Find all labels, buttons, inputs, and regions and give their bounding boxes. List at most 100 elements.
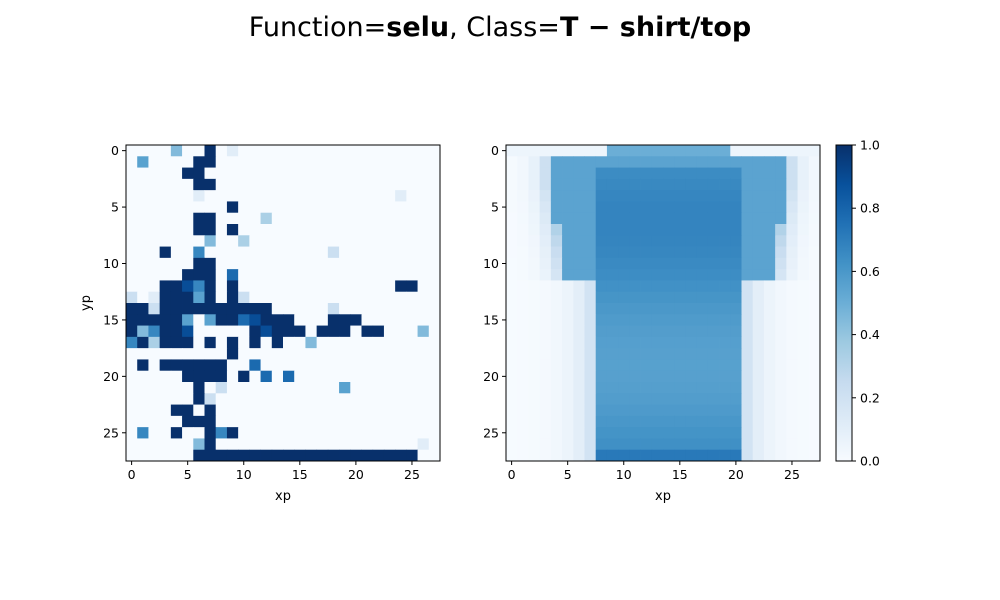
right-heatmap-cell xyxy=(763,336,776,349)
left-heatmap-cell xyxy=(215,314,228,326)
left-heatmap-cell xyxy=(395,382,407,394)
left-heatmap-cell xyxy=(294,201,306,214)
left-heatmap-cell xyxy=(193,382,205,394)
left-heatmap-cell xyxy=(126,427,138,439)
right-heatmap-cell xyxy=(707,156,720,168)
left-heatmap-cell xyxy=(215,291,228,304)
left-heatmap-cell xyxy=(249,404,261,417)
left-heatmap-cell xyxy=(283,382,295,394)
right-heatmap-cell xyxy=(606,314,619,326)
right-heatmap-cell xyxy=(629,235,641,247)
left-heatmap-cell xyxy=(159,382,172,394)
left-heatmap-cell xyxy=(238,178,250,191)
right-heatmap-cell xyxy=(763,257,776,270)
right-heatmap-cell xyxy=(506,325,518,338)
right-heatmap-cell xyxy=(550,449,563,462)
left-heatmap-cell xyxy=(283,246,295,259)
right-heatmap-cell xyxy=(663,190,675,202)
right-heatmap-cell xyxy=(775,404,787,417)
left-heatmap-cell xyxy=(395,280,407,293)
right-heatmap-cell xyxy=(752,212,765,225)
right-heatmap-cell xyxy=(584,201,597,214)
right-heatmap-cell xyxy=(808,291,821,304)
left-heatmap-cell xyxy=(383,201,396,214)
right-heatmap-cell xyxy=(562,246,574,259)
left-heatmap-cell xyxy=(137,235,149,247)
left-heatmap-cell xyxy=(283,212,295,225)
left-heatmap-cell xyxy=(159,314,172,326)
left-heatmap-cell xyxy=(193,257,205,270)
left-heatmap-cell xyxy=(249,190,261,202)
colorbar: 0.00.20.40.60.81.0 xyxy=(835,138,880,469)
left-heatmap-frame xyxy=(125,144,441,462)
left-heatmap-cell xyxy=(383,178,396,191)
right-heatmap-cell xyxy=(640,359,653,372)
left-heatmap-cell xyxy=(395,336,407,349)
left-heatmap-cell xyxy=(260,303,273,315)
right-heatmap-cell xyxy=(573,167,585,180)
left-heatmap-cell xyxy=(395,314,407,326)
left-heatmap-cell xyxy=(361,235,374,247)
left-heatmap-cell xyxy=(283,393,295,405)
right-heatmap-cell xyxy=(640,314,653,326)
right-heatmap-cell xyxy=(741,280,754,293)
left-heatmap-cell xyxy=(260,156,273,168)
right-heatmap-cell xyxy=(752,359,765,372)
left-heatmap-cell xyxy=(182,156,194,168)
left-heatmap-cell xyxy=(327,404,340,417)
left-heatmap-cell xyxy=(305,303,318,315)
left-heatmap-cell xyxy=(159,212,172,225)
right-heatmap-cell xyxy=(707,201,720,214)
left-heatmap-cell xyxy=(204,415,217,428)
left-heatmap-cell xyxy=(294,246,306,259)
right-heatmap-cell xyxy=(741,449,754,462)
right-heatmap-cell xyxy=(674,427,686,439)
right-heatmap-cell xyxy=(763,449,776,462)
x-tick-label: 20 xyxy=(348,467,364,482)
left-heatmap-cell xyxy=(361,257,374,270)
right-heatmap-cell xyxy=(629,370,641,383)
left-heatmap-cell xyxy=(215,438,228,451)
right-heatmap-cell xyxy=(550,201,563,214)
left-heatmap-cell xyxy=(350,404,362,417)
right-heatmap-cell xyxy=(618,212,630,225)
right-heatmap-cell xyxy=(741,303,754,315)
left-heatmap-cell xyxy=(417,145,430,157)
left-heatmap-cell xyxy=(204,280,217,293)
left-heatmap-cell xyxy=(406,314,418,326)
left-heatmap-cell xyxy=(428,336,441,349)
left-heatmap-cell xyxy=(361,167,374,180)
left-heatmap-cell xyxy=(283,190,295,202)
left-heatmap-cell xyxy=(260,178,273,191)
right-heatmap-cell xyxy=(618,178,630,191)
right-heatmap-cell xyxy=(506,359,518,372)
right-heatmap-cell xyxy=(663,235,675,247)
left-heatmap-cell xyxy=(148,336,161,349)
right-heatmap-cell xyxy=(674,212,686,225)
left-heatmap-cell xyxy=(283,224,295,236)
left-heatmap-cell xyxy=(339,212,351,225)
left-heatmap-cell xyxy=(417,427,430,439)
right-heatmap-cell xyxy=(618,449,630,462)
right-heatmap-cell xyxy=(696,314,709,326)
right-heatmap-cell xyxy=(752,280,765,293)
left-heatmap-cell xyxy=(294,415,306,428)
left-heatmap-cell xyxy=(339,336,351,349)
right-heatmap-cell xyxy=(550,224,563,236)
right-heatmap-cell xyxy=(730,201,742,214)
right-heatmap-cell xyxy=(730,224,742,236)
right-heatmap-cell xyxy=(517,246,529,259)
left-heatmap-cell xyxy=(406,257,418,270)
right-heatmap-cell xyxy=(539,280,552,293)
x-tick-label: 25 xyxy=(404,467,420,482)
left-heatmap-cell xyxy=(327,325,340,338)
left-heatmap-cell xyxy=(283,449,295,462)
right-heatmap-cell xyxy=(595,303,608,315)
left-heatmap-cell xyxy=(193,280,205,293)
right-heatmap-cell xyxy=(584,291,597,304)
left-heatmap-cell xyxy=(316,269,329,281)
title-function-name: selu xyxy=(386,12,449,43)
left-heatmap-cell xyxy=(137,178,149,191)
left-heatmap-cell xyxy=(428,145,441,157)
